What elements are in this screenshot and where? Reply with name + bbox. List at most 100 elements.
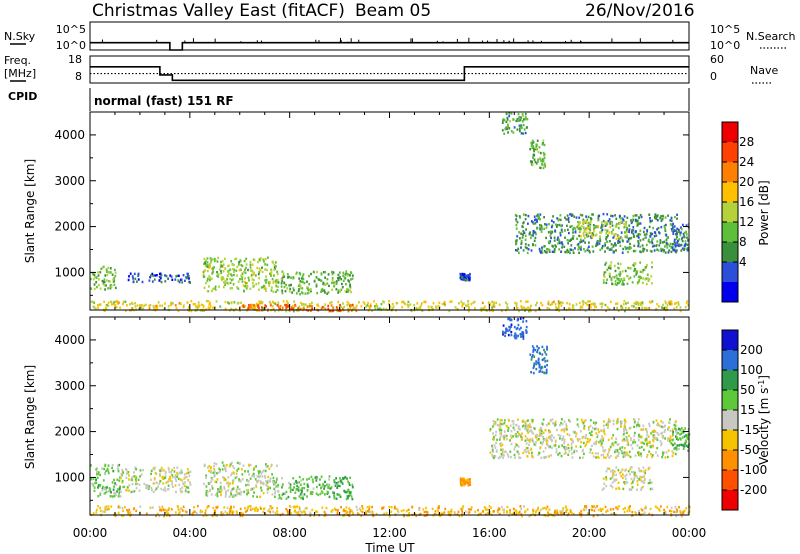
velocity-cell [625, 473, 628, 476]
velocity-cell [614, 450, 616, 454]
velocity-cell [543, 506, 546, 510]
power-cell [610, 232, 613, 235]
power-cell [337, 278, 340, 282]
velocity-cell [496, 423, 499, 427]
power-cell [271, 300, 274, 303]
velocity-colorbar-segment [722, 430, 738, 451]
power-colorbar-label: 16 [739, 195, 754, 209]
power-cell [459, 273, 462, 277]
velocity-cell [230, 492, 232, 495]
velocity-cell [139, 475, 141, 478]
velocity-cell [628, 507, 631, 511]
velocity-cell [638, 435, 641, 438]
velocity-cell [477, 509, 479, 512]
power-cell [285, 283, 287, 287]
power-cell [591, 235, 594, 239]
velocity-cell [531, 353, 534, 357]
velocity-cell [102, 485, 104, 489]
power-cell [152, 274, 154, 277]
power-cell [636, 219, 639, 222]
power-cell [679, 309, 682, 313]
velocity-cell [336, 486, 339, 489]
velocity-cell [286, 513, 289, 516]
velocity-cell [119, 506, 121, 509]
velocity-cell [333, 497, 336, 500]
velocity-cell [611, 442, 614, 445]
power-cell [275, 290, 277, 293]
power-cell [612, 228, 615, 231]
power-cell [620, 220, 622, 224]
power-cell [642, 268, 645, 272]
velocity-cell [576, 423, 579, 426]
power-cell [612, 283, 614, 286]
power-cell [564, 250, 567, 254]
power-cell [598, 214, 601, 217]
velocity-cell [328, 475, 331, 478]
velocity-cell [108, 507, 110, 511]
power-cell [643, 233, 646, 236]
velocity-cell [638, 509, 640, 513]
power-cell [633, 262, 636, 265]
power-cell [465, 304, 467, 307]
power-cell [111, 303, 113, 306]
velocity-cell [509, 511, 511, 514]
power-cell [539, 250, 541, 253]
power-cell [543, 143, 546, 147]
power-cell [643, 247, 646, 251]
velocity-colorbar-label: 200 [740, 343, 763, 357]
power-cell [518, 231, 521, 234]
velocity-cell [611, 476, 613, 479]
power-cell [106, 270, 108, 273]
velocity-cell [160, 466, 163, 470]
power-cell [332, 309, 335, 312]
power-cell [624, 231, 626, 234]
power-cell [367, 301, 369, 305]
power-cell [668, 244, 671, 248]
velocity-cell [683, 435, 686, 438]
velocity-cell [657, 424, 660, 427]
power-cell [612, 244, 615, 247]
power-cell [593, 227, 595, 230]
velocity-cell [275, 485, 278, 488]
velocity-cell [509, 509, 511, 512]
power-cell [604, 250, 606, 253]
velocity-cell [563, 420, 566, 423]
power-cell [208, 275, 211, 278]
velocity-cell [615, 437, 618, 440]
velocity-cell [537, 362, 540, 366]
velocity-cell [95, 478, 97, 481]
velocity-cell [491, 446, 494, 450]
power-cell [449, 300, 452, 303]
velocity-cell [687, 445, 689, 448]
velocity-cell [293, 486, 295, 489]
power-cell [92, 272, 94, 275]
power-cell [103, 278, 106, 281]
velocity-cell [285, 497, 288, 500]
velocity-cell [638, 469, 641, 473]
power-cell [632, 226, 635, 229]
power-cell [215, 300, 218, 303]
power-cell [639, 270, 642, 273]
power-cell [674, 249, 677, 253]
velocity-cell [631, 486, 634, 489]
power-cell [617, 235, 620, 238]
power-cell [241, 272, 244, 275]
velocity-cell [470, 506, 473, 509]
power-cell [543, 154, 546, 157]
velocity-cell [648, 422, 650, 426]
velocity-cell [569, 510, 572, 513]
power-cell [582, 234, 585, 237]
velocity-cell [157, 485, 159, 488]
velocity-cell [567, 443, 570, 446]
velocity-cell [525, 329, 527, 332]
power-cell [112, 280, 115, 283]
velocity-cell [208, 469, 210, 473]
power-cell [208, 303, 211, 306]
velocity-cell [657, 422, 659, 425]
velocity-cell [646, 433, 649, 437]
power-cell [203, 286, 206, 289]
power-colorbar-segment [722, 242, 738, 263]
power-cell [293, 310, 295, 313]
velocity-cell [339, 495, 342, 498]
power-colorbar-label: 24 [739, 155, 754, 169]
